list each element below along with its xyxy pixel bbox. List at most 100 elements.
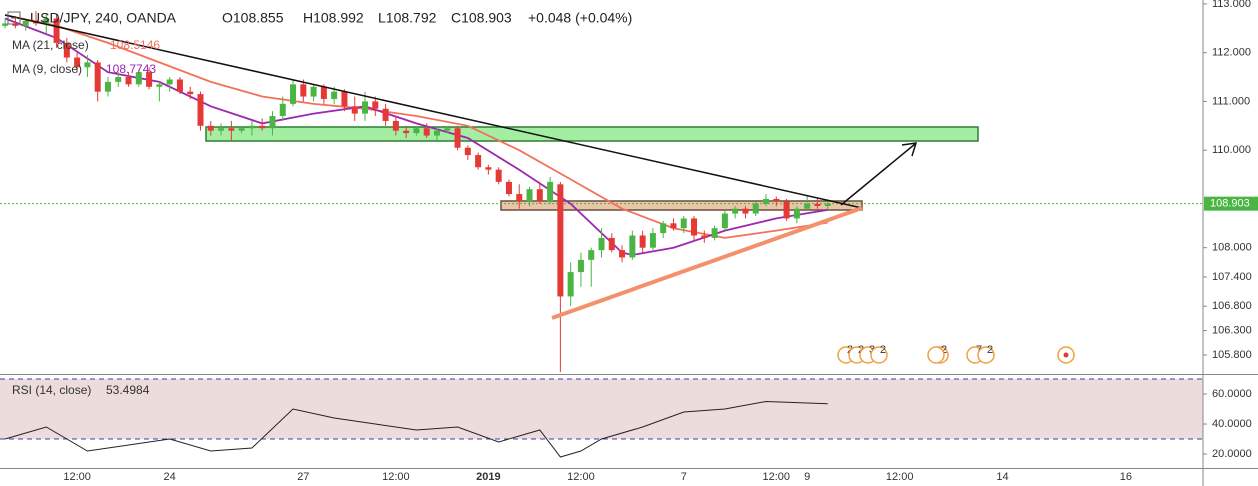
candle-body (629, 235, 636, 258)
candle-body (711, 228, 718, 238)
rsi-value: 53.4984 (106, 383, 150, 397)
candle-body (104, 81, 111, 92)
candle-body (701, 235, 708, 238)
rsi-tick-label: 60.0000 (1212, 388, 1252, 400)
last-price-box (1204, 196, 1258, 211)
candle-body (752, 203, 759, 214)
drawings-under (205, 126, 979, 211)
candle-body (423, 128, 430, 136)
arrow-head (901, 142, 918, 157)
candle-body (824, 203, 831, 207)
x-tick-label: 12:00 (567, 471, 595, 483)
candle-body (413, 128, 420, 134)
candle-body (43, 18, 50, 24)
candle-body (187, 91, 194, 95)
candle-body (310, 86, 317, 97)
candle-body (660, 223, 667, 234)
candle-body (608, 237, 615, 251)
candle-body (742, 208, 749, 214)
event-count: 2 (987, 344, 993, 356)
legend-value: 108.7743 (106, 62, 156, 76)
candle-body (238, 128, 245, 131)
y-tick-label: 106.800 (1212, 300, 1252, 312)
event-dot (1063, 352, 1069, 358)
x-tick-label: 2019 (476, 471, 500, 483)
collapse-icon[interactable] (7, 11, 21, 25)
candle-body (372, 101, 379, 109)
y-tick-label: 108.000 (1212, 242, 1252, 254)
x-tick-label: 9 (804, 471, 810, 483)
candle-body (793, 208, 800, 219)
candle-body (197, 94, 204, 126)
rsi-legend: RSI (14, close) (12, 383, 91, 397)
candle-body (269, 116, 276, 129)
x-tick-label: 7 (681, 471, 687, 483)
symbol-title: USD/JPY, 240, OANDA (30, 10, 177, 26)
candle-body (2, 23, 9, 26)
candle-body (382, 108, 389, 121)
candle-body (732, 208, 739, 214)
candle-body (526, 189, 533, 202)
event-icon[interactable] (870, 346, 888, 364)
candle-body (464, 147, 471, 156)
candle-body (331, 91, 338, 99)
candle-body (320, 86, 327, 99)
candle-body (516, 194, 523, 202)
x-tick-label: 12:00 (63, 471, 91, 483)
candle-body (536, 189, 543, 202)
candle-body (433, 130, 440, 136)
candle-body (362, 101, 369, 114)
candle-body (166, 79, 173, 85)
pivot-zone (500, 200, 863, 211)
legend-entry: MA (21, close) (12, 38, 89, 52)
candle-body (475, 155, 482, 168)
y-tick-label: 113.000 (1212, 0, 1251, 10)
candle-body (259, 125, 266, 129)
y-tick-label: 107.400 (1212, 271, 1252, 283)
candle-body (649, 233, 656, 248)
candle-body (619, 250, 626, 258)
candle-body (135, 72, 142, 85)
x-tick-label: 24 (164, 471, 176, 483)
y-tick-label: 111.000 (1212, 95, 1250, 107)
candle-body (392, 120, 399, 131)
candle-body (228, 128, 235, 131)
candle-body (341, 91, 348, 107)
candle-body (454, 128, 461, 148)
candle-body (588, 250, 595, 260)
down-trendline (4, 14, 863, 209)
y-tick-label: 105.800 (1212, 349, 1252, 361)
event-count: 2 (941, 344, 947, 356)
event-icon (927, 346, 945, 364)
change-label: +0.048 (+0.04%) (528, 10, 632, 26)
x-tick-label: 12:00 (886, 471, 914, 483)
candle-body (22, 20, 29, 26)
open-label: O108.855 (222, 10, 284, 26)
event-icon[interactable] (977, 346, 995, 364)
x-tick-label: 14 (996, 471, 1008, 483)
candle-body (577, 259, 584, 273)
candle-body (598, 237, 605, 251)
y-tick-label: 112.000 (1212, 47, 1251, 59)
candle-body (207, 125, 214, 131)
resistance-zone (205, 126, 979, 142)
drawings-over (4, 14, 918, 320)
candle-body (74, 57, 81, 68)
candle-body (218, 128, 225, 131)
projection-arrow (840, 143, 916, 206)
rsi-tick-label: 20.0000 (1212, 448, 1252, 460)
y-tick-label: 110.000 (1212, 144, 1251, 156)
x-tick-label: 12:00 (382, 471, 410, 483)
candle-body (639, 235, 646, 248)
rsi-band (0, 379, 1203, 439)
candle-body (691, 218, 698, 236)
x-tick-label: 27 (297, 471, 309, 483)
candle-body (53, 18, 60, 43)
y-tick-label: 106.300 (1212, 324, 1252, 336)
candle-body (84, 62, 91, 68)
close-label: C108.903 (451, 10, 512, 26)
legend-value: 108.5146 (110, 38, 160, 52)
candle-body (63, 42, 70, 58)
candle-body (721, 213, 728, 229)
